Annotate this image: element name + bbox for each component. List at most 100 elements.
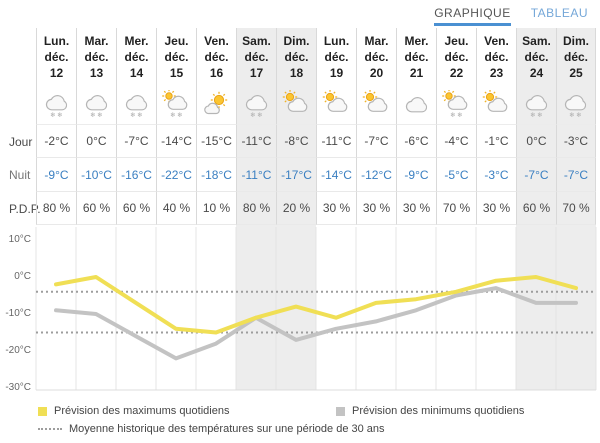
month-label: déc. (324, 50, 349, 64)
weather-icon-cell: ❄ ❄ (236, 85, 276, 125)
precipitation-probability: 20 % (276, 192, 316, 225)
day-number: 24 (529, 66, 544, 80)
weekday-label: Lun. (43, 34, 70, 48)
day-column-header: Mar. déc. 13 (76, 28, 116, 85)
chart-legend: Prévision des maximums quotidiens Prévis… (0, 395, 600, 435)
night-temperature: -5°C (436, 158, 476, 192)
day-number: 12 (49, 66, 64, 80)
corner-cell (0, 28, 36, 85)
forecast-table: Lun. déc. 12 Mar. déc. 13 Mer. déc. 14 Jeu. déc. 15… (0, 28, 600, 225)
precipitation-probability: 80 % (236, 192, 276, 225)
snow-cloud-icon: ❄ ❄ (525, 94, 547, 119)
precipitation-probability: 30 % (316, 192, 356, 225)
min-series-swatch (336, 406, 345, 416)
y-axis-tick: 10°C (8, 234, 31, 245)
month-label: déc. (364, 50, 389, 64)
day-temperature: -15°C (196, 125, 236, 158)
sun-cloud-icon (482, 89, 507, 112)
weekday-label: Lun. (323, 34, 350, 48)
day-column-header: Jeu. déc. 22 (436, 28, 476, 85)
month-label: déc. (84, 50, 109, 64)
weekend-band (516, 225, 556, 390)
mostly-sunny-icon (203, 91, 227, 114)
precipitation-probability: 60 % (116, 192, 156, 225)
max-temperature-line (54, 275, 578, 335)
weekday-label: Sam. (522, 34, 551, 48)
chart-canvas (35, 225, 597, 391)
dotted-line-swatch (38, 428, 62, 430)
weekday-label: Sam. (242, 34, 271, 48)
day-row-label: Jour (9, 134, 33, 149)
snow-cloud-icon: ❄ ❄ (85, 94, 107, 119)
svg-text:❄: ❄ (57, 111, 62, 119)
svg-text:❄: ❄ (530, 111, 535, 119)
month-label: déc. (284, 50, 309, 64)
day-number: 18 (289, 66, 304, 80)
svg-text:❄: ❄ (450, 111, 455, 119)
precipitation-probability: 30 % (356, 192, 396, 225)
icon-row-label (0, 85, 36, 125)
day-number: 17 (249, 66, 264, 80)
weather-icon-cell: ❄ ❄ (156, 85, 196, 125)
snow-cloud-icon: ❄ ❄ (45, 94, 67, 119)
temperature-chart: 10°C 0°C -10°C -20°C -30°C (0, 225, 600, 395)
weather-icon-cell: ❄ ❄ (116, 85, 156, 125)
svg-text:❄: ❄ (569, 111, 574, 119)
legend-item-max: Prévision des maximums quotidiens (38, 405, 336, 417)
day-column-header: Ven. déc. 16 (196, 28, 236, 85)
month-label: déc. (444, 50, 469, 64)
tab-tableau[interactable]: TABLEAU (530, 6, 588, 20)
night-row-label: Nuit (9, 168, 31, 182)
day-column-header: Mer. déc. 14 (116, 28, 156, 85)
month-label: déc. (404, 50, 429, 64)
day-number: 15 (169, 66, 184, 80)
snow-cloud-icon: ❄ ❄ (245, 94, 267, 119)
precipitation-probability: 60 % (516, 192, 556, 225)
month-label: déc. (164, 50, 189, 64)
night-temperature: -14°C (316, 158, 356, 192)
month-label: déc. (204, 50, 229, 64)
night-temperature: -3°C (476, 158, 516, 192)
day-column-header: Ven. déc. 23 (476, 28, 516, 85)
precipitation-probability: 60 % (76, 192, 116, 225)
cloud-icon (405, 96, 427, 112)
weekday-label: Dim. (562, 34, 589, 48)
day-temperature: -7°C (116, 125, 156, 158)
precipitation-probability: 70 % (436, 192, 476, 225)
night-temperature: -18°C (196, 158, 236, 192)
day-column-header: Jeu. déc. 15 (156, 28, 196, 85)
precipitation-probability: 30 % (476, 192, 516, 225)
svg-text:❄: ❄ (130, 111, 135, 119)
night-temperature: -10°C (76, 158, 116, 192)
weekday-label: Jeu. (444, 34, 469, 48)
day-number: 23 (489, 66, 504, 80)
sun-snow-cloud-icon: ❄ ❄ (161, 89, 187, 119)
night-temperature: -16°C (116, 158, 156, 192)
y-axis-tick: -20°C (5, 345, 31, 356)
day-number: 20 (369, 66, 384, 80)
night-temperature: -9°C (36, 158, 76, 192)
day-number: 13 (89, 66, 104, 80)
svg-text:❄: ❄ (457, 111, 462, 119)
max-series-swatch (38, 406, 47, 416)
day-column-header: Dim. déc. 25 (556, 28, 596, 85)
day-temperature: -14°C (156, 125, 196, 158)
night-temperature: -7°C (556, 158, 596, 192)
day-column-header: Dim. déc. 18 (276, 28, 316, 85)
sun-snow-cloud-icon: ❄ ❄ (441, 89, 467, 119)
weekday-label: Ven. (204, 34, 229, 48)
legend-item-min: Prévision des minimums quotidiens (336, 405, 524, 417)
day-temperature: -6°C (396, 125, 436, 158)
day-temperature: -11°C (316, 125, 356, 158)
tab-graphique[interactable]: GRAPHIQUE (434, 6, 511, 26)
legend-min-label: Prévision des minimums quotidiens (352, 405, 525, 417)
legend-item-historical: Moyenne historique des températures sur … (38, 423, 385, 435)
night-temperature: -22°C (156, 158, 196, 192)
night-temperature: -9°C (396, 158, 436, 192)
month-label: déc. (44, 50, 69, 64)
weather-icon-cell (276, 85, 316, 125)
weather-icon-cell (316, 85, 356, 125)
day-temperature: -3°C (556, 125, 596, 158)
month-label: déc. (563, 50, 588, 64)
snow-cloud-icon: ❄ ❄ (564, 94, 587, 119)
